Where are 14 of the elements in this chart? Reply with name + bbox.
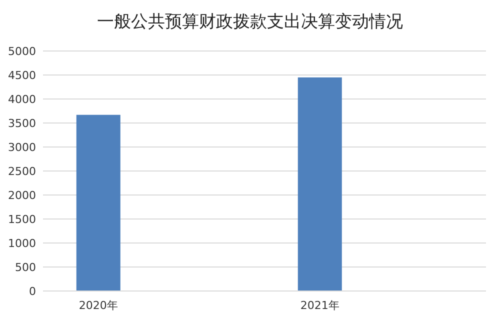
y-tick-label: 1000	[8, 237, 36, 250]
y-tick-label: 3500	[8, 117, 36, 130]
y-tick-label: 0	[29, 285, 36, 298]
x-tick-label: 2021年	[300, 299, 340, 312]
chart-title: 一般公共预算财政拨款支出决算变动情况	[97, 12, 403, 32]
y-tick-label: 2000	[8, 189, 36, 202]
y-tick-label: 5000	[8, 45, 36, 58]
y-tick-label: 500	[15, 261, 36, 274]
y-tick-label: 2500	[8, 165, 36, 178]
y-tick-label: 1500	[8, 213, 36, 226]
y-tick-label: 3000	[8, 141, 36, 154]
x-tick-label: 2020年	[78, 299, 118, 312]
y-tick-label: 4500	[8, 69, 36, 82]
y-tick-label: 4000	[8, 93, 36, 106]
